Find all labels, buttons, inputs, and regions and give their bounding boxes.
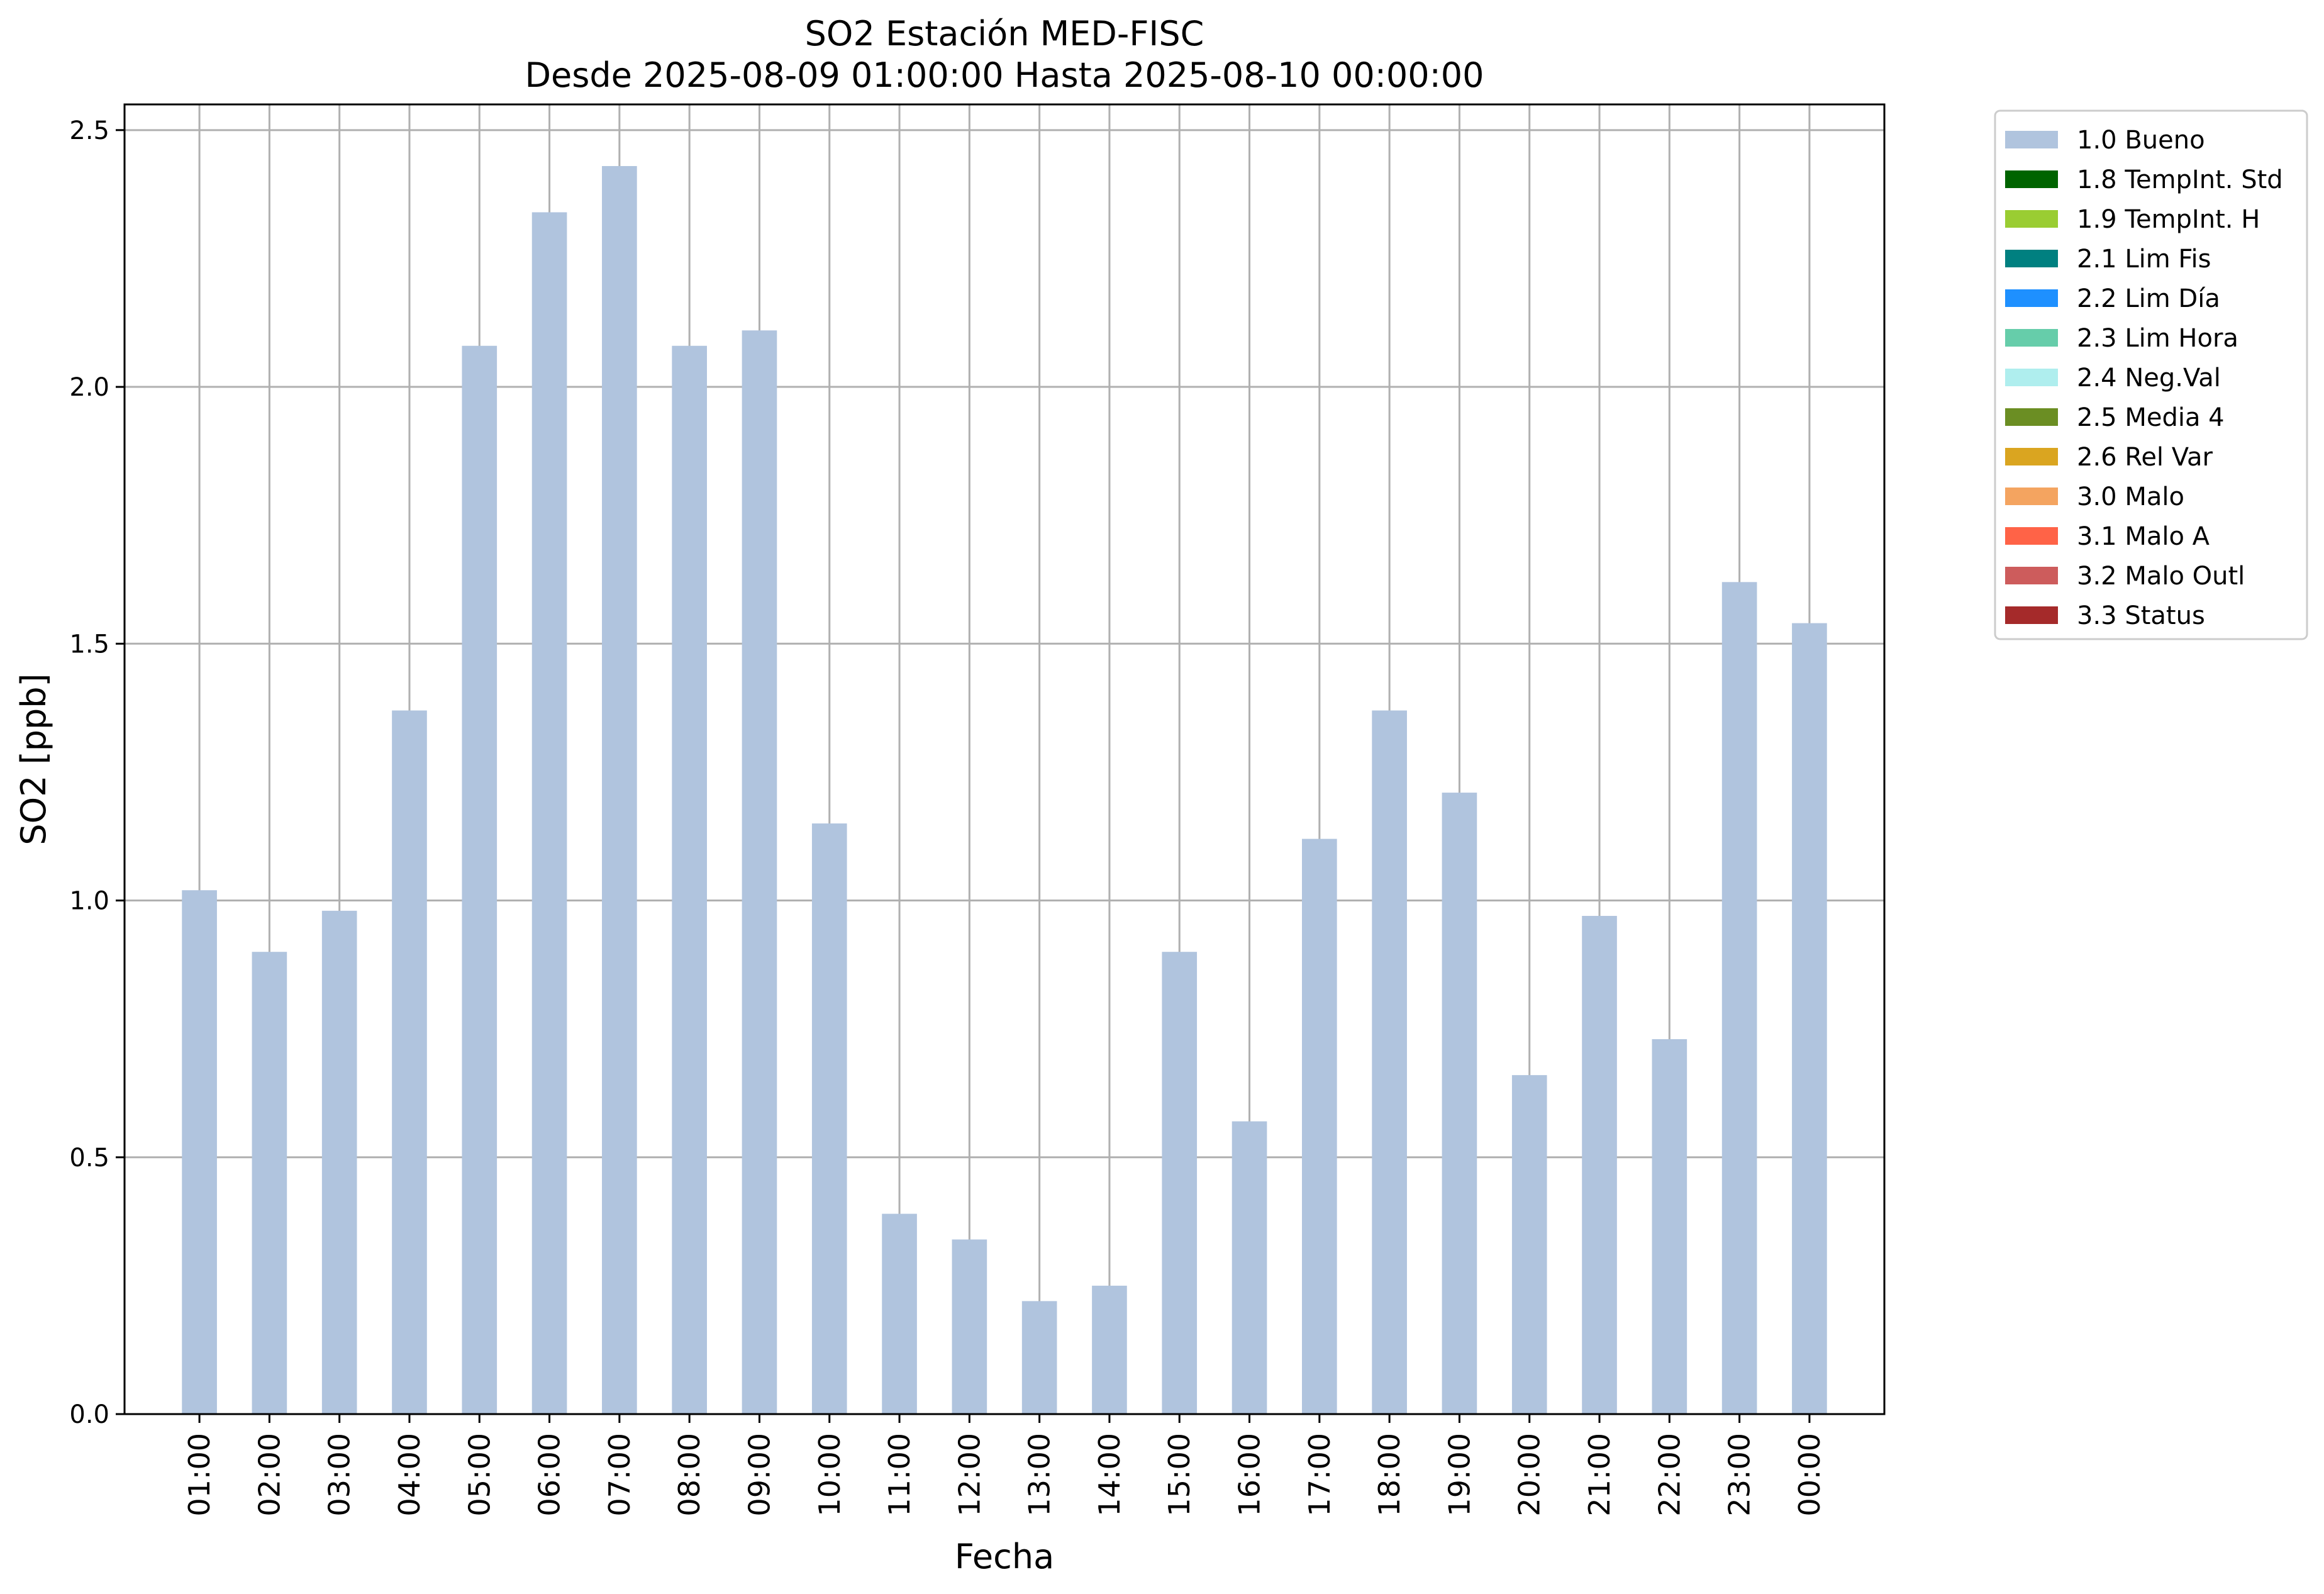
bar-0400 xyxy=(392,710,427,1414)
bar-2100 xyxy=(1582,916,1617,1414)
x-tick-label: 00:00 xyxy=(1793,1433,1826,1517)
y-tick-label: 0.0 xyxy=(69,1400,109,1429)
legend-swatch xyxy=(2005,329,2058,347)
x-tick-label: 16:00 xyxy=(1233,1433,1267,1517)
bar-1100 xyxy=(882,1213,917,1414)
legend-swatch xyxy=(2005,131,2058,148)
bar-1300 xyxy=(1021,1301,1057,1414)
chart-title: SO2 Estación MED-FISC xyxy=(805,14,1204,53)
plot-frame xyxy=(123,103,1886,1415)
legend-label: 1.9 TempInt. H xyxy=(2077,205,2260,234)
x-axis-label: Fecha xyxy=(955,1537,1054,1576)
y-tick-label: 2.5 xyxy=(69,116,109,145)
legend-swatch xyxy=(2005,250,2058,267)
y-tick-label: 0.5 xyxy=(69,1144,109,1173)
legend-swatch xyxy=(2005,170,2058,188)
bar-1500 xyxy=(1162,952,1198,1414)
x-axis-ticks: 01:00 02:00 03:00 04:00 05:00 06:00 07:00 08:00… xyxy=(182,1414,1826,1517)
bar-0900 xyxy=(742,330,777,1414)
x-tick-label: 18:00 xyxy=(1372,1433,1406,1517)
legend-swatch xyxy=(2005,448,2058,465)
bar-1900 xyxy=(1442,793,1477,1414)
legend-label: 3.1 Malo A xyxy=(2077,522,2210,551)
bar-1600 xyxy=(1231,1121,1267,1414)
x-tick-label: 12:00 xyxy=(952,1433,986,1517)
y-tick-label: 2.0 xyxy=(69,373,109,402)
bar-1800 xyxy=(1372,710,1407,1414)
chart-subtitle: Desde 2025-08-09 01:00:00 Hasta 2025-08-… xyxy=(525,55,1484,95)
bar-1700 xyxy=(1302,839,1337,1414)
bar-1000 xyxy=(811,823,847,1414)
legend-label: 3.0 Malo xyxy=(2077,482,2184,511)
x-tick-label: 08:00 xyxy=(672,1433,706,1517)
bar-0300 xyxy=(321,910,357,1414)
x-tick-label: 09:00 xyxy=(742,1433,776,1517)
x-tick-label: 20:00 xyxy=(1513,1433,1547,1517)
legend-label: 1.8 TempInt. Std xyxy=(2077,165,2283,194)
x-tick-label: 05:00 xyxy=(462,1433,496,1517)
x-tick-label: 07:00 xyxy=(603,1433,637,1517)
legend-swatch xyxy=(2005,527,2058,545)
x-tick-label: 23:00 xyxy=(1723,1433,1757,1517)
bar-1200 xyxy=(952,1239,987,1414)
x-tick-label: 14:00 xyxy=(1093,1433,1126,1517)
legend-label: 2.1 Lim Fis xyxy=(2077,245,2211,274)
bar-0200 xyxy=(252,952,287,1414)
legend-label: 2.6 Rel Var xyxy=(2077,443,2213,472)
x-tick-label: 11:00 xyxy=(882,1433,916,1517)
x-tick-label: 21:00 xyxy=(1582,1433,1616,1517)
legend-label: 2.2 Lim Día xyxy=(2077,284,2220,313)
y-axis-ticks: 0.0 0.5 1.0 1.5 2.0 2.5 xyxy=(69,116,125,1429)
legend-swatch xyxy=(2005,210,2058,228)
bar-2000 xyxy=(1511,1075,1547,1414)
legend-label: 2.4 Neg.Val xyxy=(2077,364,2221,393)
bar-2300 xyxy=(1721,582,1757,1414)
x-tick-label: 04:00 xyxy=(392,1433,426,1517)
legend-box xyxy=(1994,109,2308,640)
x-tick-label: 01:00 xyxy=(182,1433,216,1517)
x-tick-label: 17:00 xyxy=(1303,1433,1337,1517)
legend-swatch xyxy=(2005,369,2058,386)
x-tick-label: 13:00 xyxy=(1023,1433,1057,1517)
legend-label: 3.2 Malo Outl xyxy=(2077,562,2245,591)
x-tick-label: 10:00 xyxy=(813,1433,847,1517)
legend-swatch xyxy=(2005,408,2058,426)
legend-label: 1.0 Bueno xyxy=(2077,126,2205,155)
grid-lines xyxy=(125,104,1884,1415)
bar-0800 xyxy=(672,345,707,1414)
x-tick-label: 19:00 xyxy=(1442,1433,1476,1517)
legend-label: 2.3 Lim Hora xyxy=(2077,324,2238,353)
x-tick-label: 03:00 xyxy=(323,1433,357,1517)
y-tick-label: 1.0 xyxy=(69,887,109,916)
bar-0600 xyxy=(531,212,567,1414)
bar-0500 xyxy=(462,345,498,1414)
x-tick-label: 06:00 xyxy=(533,1433,567,1517)
legend-swatch xyxy=(2005,289,2058,307)
bar-1400 xyxy=(1092,1285,1127,1414)
legend-label: 3.3 Status xyxy=(2077,601,2205,630)
y-axis-label: SO2 [ppb] xyxy=(14,673,53,845)
legend: 1.0 Bueno 1.8 TempInt. Std 1.9 TempInt. H 2… xyxy=(1994,109,2308,640)
bar-0700 xyxy=(602,165,637,1415)
legend-swatch xyxy=(2005,567,2058,584)
legend-swatch xyxy=(2005,606,2058,624)
bars xyxy=(182,165,1827,1415)
bar-0000 xyxy=(1792,623,1827,1415)
bar-0100 xyxy=(182,890,217,1414)
x-tick-label: 22:00 xyxy=(1652,1433,1686,1517)
bar-2200 xyxy=(1652,1039,1687,1414)
legend-swatch xyxy=(2005,488,2058,505)
y-tick-label: 1.5 xyxy=(69,630,109,659)
x-tick-label: 02:00 xyxy=(252,1433,286,1517)
legend-label: 2.5 Media 4 xyxy=(2077,403,2225,432)
x-tick-label: 15:00 xyxy=(1162,1433,1196,1517)
